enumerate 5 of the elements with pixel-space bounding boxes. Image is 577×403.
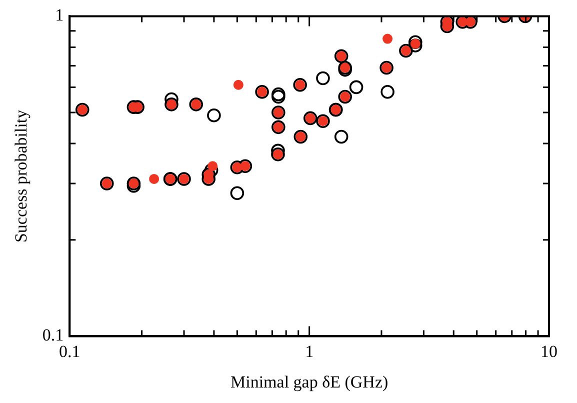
x-tick-label: 0.1: [59, 342, 80, 361]
x-tick-label: 1: [305, 342, 314, 361]
y-axis-title: Success probability: [12, 109, 31, 243]
x-tick-label: 10: [540, 342, 558, 361]
x-axis-title: Minimal gap δE (GHz): [230, 372, 388, 392]
